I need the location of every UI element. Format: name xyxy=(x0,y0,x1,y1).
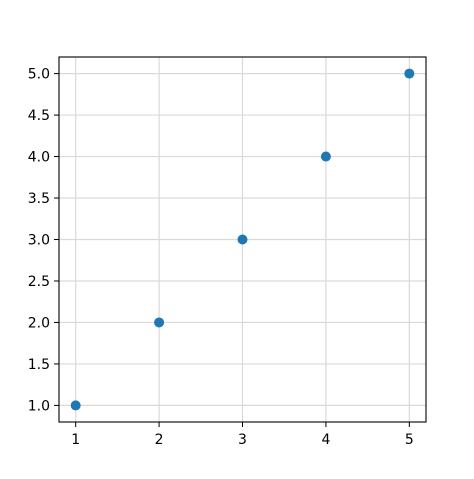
data-point xyxy=(154,317,165,328)
y-tick-label: 4.0 xyxy=(28,150,50,166)
x-tick-label: 5 xyxy=(405,432,414,448)
data-point xyxy=(404,68,415,79)
y-tick-label: 3.0 xyxy=(28,233,50,249)
x-tick-label: 4 xyxy=(321,432,330,448)
data-points xyxy=(70,68,415,411)
data-point xyxy=(237,234,248,245)
data-point xyxy=(70,400,81,411)
y-tick-label: 1.5 xyxy=(28,357,50,373)
x-tick-label: 1 xyxy=(71,432,80,448)
y-tick-label: 3.5 xyxy=(28,191,50,207)
x-tick-label: 3 xyxy=(238,432,247,448)
y-tick-label: 5.0 xyxy=(28,67,50,83)
y-axis-ticks: 1.0 1.5 2.0 2.5 3.0 3.5 4.0 4.5 5.0 xyxy=(28,67,59,414)
y-tick-label: 1.0 xyxy=(28,398,50,414)
y-tick-label: 2.0 xyxy=(28,315,50,331)
y-tick-label: 4.5 xyxy=(28,108,50,124)
y-tick-label: 2.5 xyxy=(28,274,50,290)
data-point xyxy=(320,151,331,162)
x-axis-ticks: 1 2 3 4 5 xyxy=(71,422,414,448)
x-tick-label: 2 xyxy=(155,432,164,448)
